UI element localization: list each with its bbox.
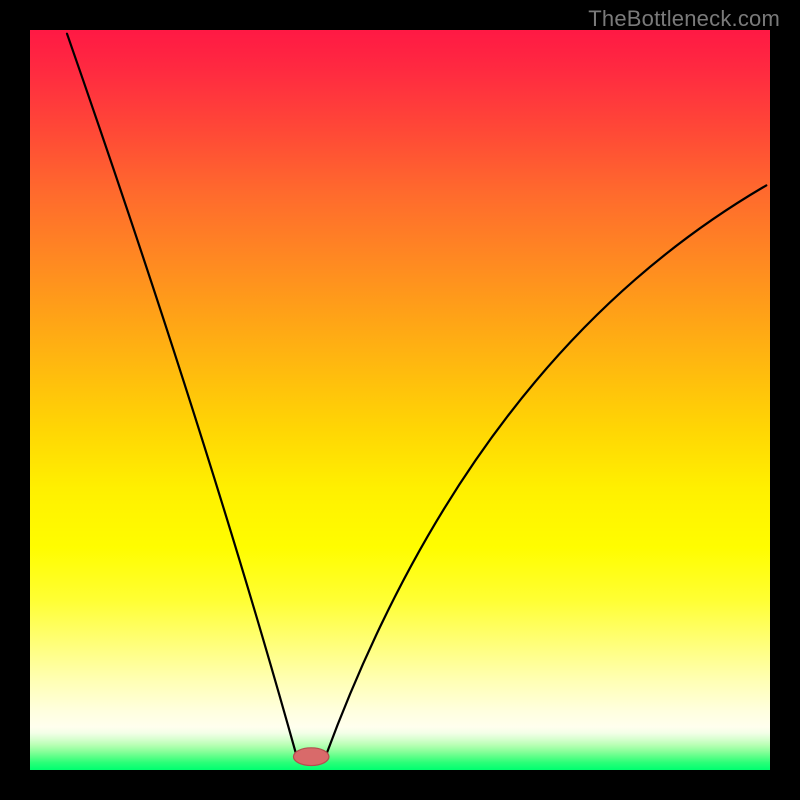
minimum-marker (293, 748, 329, 766)
watermark-text: TheBottleneck.com (588, 6, 780, 32)
plot-area (30, 30, 770, 770)
gradient-background (30, 30, 770, 770)
chart-svg (30, 30, 770, 770)
